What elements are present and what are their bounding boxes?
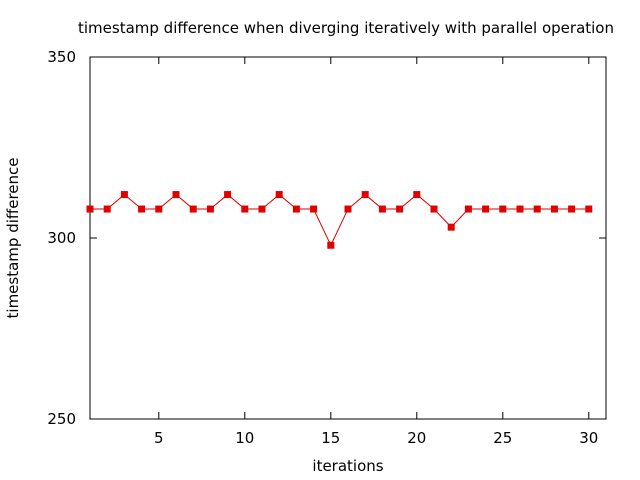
- data-point: [172, 191, 180, 199]
- data-point: [447, 223, 455, 231]
- data-point: [396, 205, 404, 213]
- data-point: [378, 205, 386, 213]
- data-point: [482, 205, 490, 213]
- x-tick-label: 20: [407, 429, 426, 447]
- axis-ticks: [90, 56, 606, 420]
- data-point: [155, 205, 163, 213]
- data-markers: [86, 191, 593, 249]
- series-line: [90, 193, 589, 247]
- x-axis-label: iterations: [312, 457, 383, 475]
- data-point: [310, 205, 318, 213]
- data-point: [258, 205, 266, 213]
- tick-labels: 5 10 15 20 25 30 250 300 350: [47, 48, 598, 447]
- x-tick-label: 5: [154, 429, 164, 447]
- data-point: [327, 241, 335, 249]
- x-tick-label: 15: [321, 429, 340, 447]
- data-point: [103, 205, 111, 213]
- data-point: [533, 205, 541, 213]
- data-point: [464, 205, 472, 213]
- data-point: [189, 205, 197, 213]
- plot-frame: [89, 56, 607, 420]
- x-tick-label: 10: [235, 429, 254, 447]
- data-point: [585, 205, 593, 213]
- y-tick-label: 250: [47, 410, 76, 428]
- y-tick-label: 350: [47, 48, 76, 66]
- chart-title: timestamp difference when diverging iter…: [78, 19, 614, 37]
- data-point: [568, 205, 576, 213]
- x-tick-label: 30: [579, 429, 598, 447]
- y-axis-label: timestamp difference: [4, 158, 22, 319]
- data-point: [275, 191, 283, 199]
- data-point: [241, 205, 249, 213]
- y-tick-label: 300: [47, 229, 76, 247]
- data-point: [430, 205, 438, 213]
- data-point: [120, 191, 128, 199]
- data-point: [292, 205, 300, 213]
- data-point: [550, 205, 558, 213]
- data-point: [413, 191, 421, 199]
- data-point: [86, 205, 94, 213]
- data-point: [206, 205, 214, 213]
- data-point: [224, 191, 232, 199]
- data-point: [361, 191, 369, 199]
- x-tick-label: 25: [493, 429, 512, 447]
- data-point: [344, 205, 352, 213]
- data-point: [499, 205, 507, 213]
- data-point: [138, 205, 146, 213]
- data-point: [516, 205, 524, 213]
